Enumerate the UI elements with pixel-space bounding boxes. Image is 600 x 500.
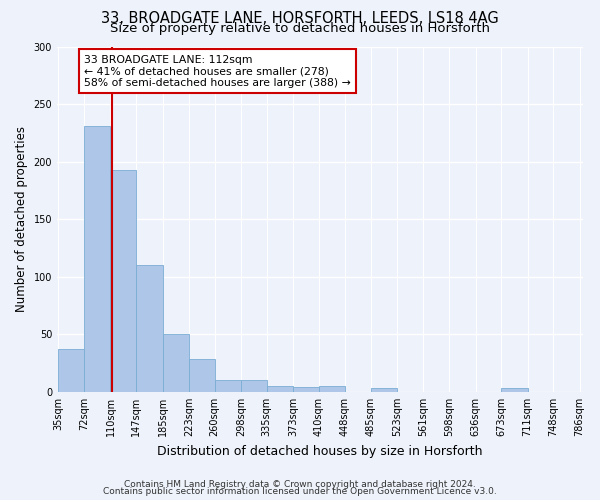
Bar <box>110 170 136 392</box>
Bar <box>163 334 189 392</box>
Text: 33 BROADGATE LANE: 112sqm
← 41% of detached houses are smaller (278)
58% of semi: 33 BROADGATE LANE: 112sqm ← 41% of detac… <box>84 54 351 88</box>
Text: Contains public sector information licensed under the Open Government Licence v3: Contains public sector information licen… <box>103 487 497 496</box>
Y-axis label: Number of detached properties: Number of detached properties <box>15 126 28 312</box>
Bar <box>293 388 319 392</box>
Bar <box>241 380 266 392</box>
Bar <box>58 350 84 392</box>
Bar <box>84 126 110 392</box>
X-axis label: Distribution of detached houses by size in Horsforth: Distribution of detached houses by size … <box>157 444 483 458</box>
Text: Contains HM Land Registry data © Crown copyright and database right 2024.: Contains HM Land Registry data © Crown c… <box>124 480 476 489</box>
Bar <box>501 388 527 392</box>
Bar <box>189 358 215 392</box>
Bar <box>266 386 293 392</box>
Bar <box>215 380 241 392</box>
Bar <box>136 266 163 392</box>
Text: Size of property relative to detached houses in Horsforth: Size of property relative to detached ho… <box>110 22 490 35</box>
Text: 33, BROADGATE LANE, HORSFORTH, LEEDS, LS18 4AG: 33, BROADGATE LANE, HORSFORTH, LEEDS, LS… <box>101 11 499 26</box>
Bar <box>319 386 345 392</box>
Bar <box>371 388 397 392</box>
